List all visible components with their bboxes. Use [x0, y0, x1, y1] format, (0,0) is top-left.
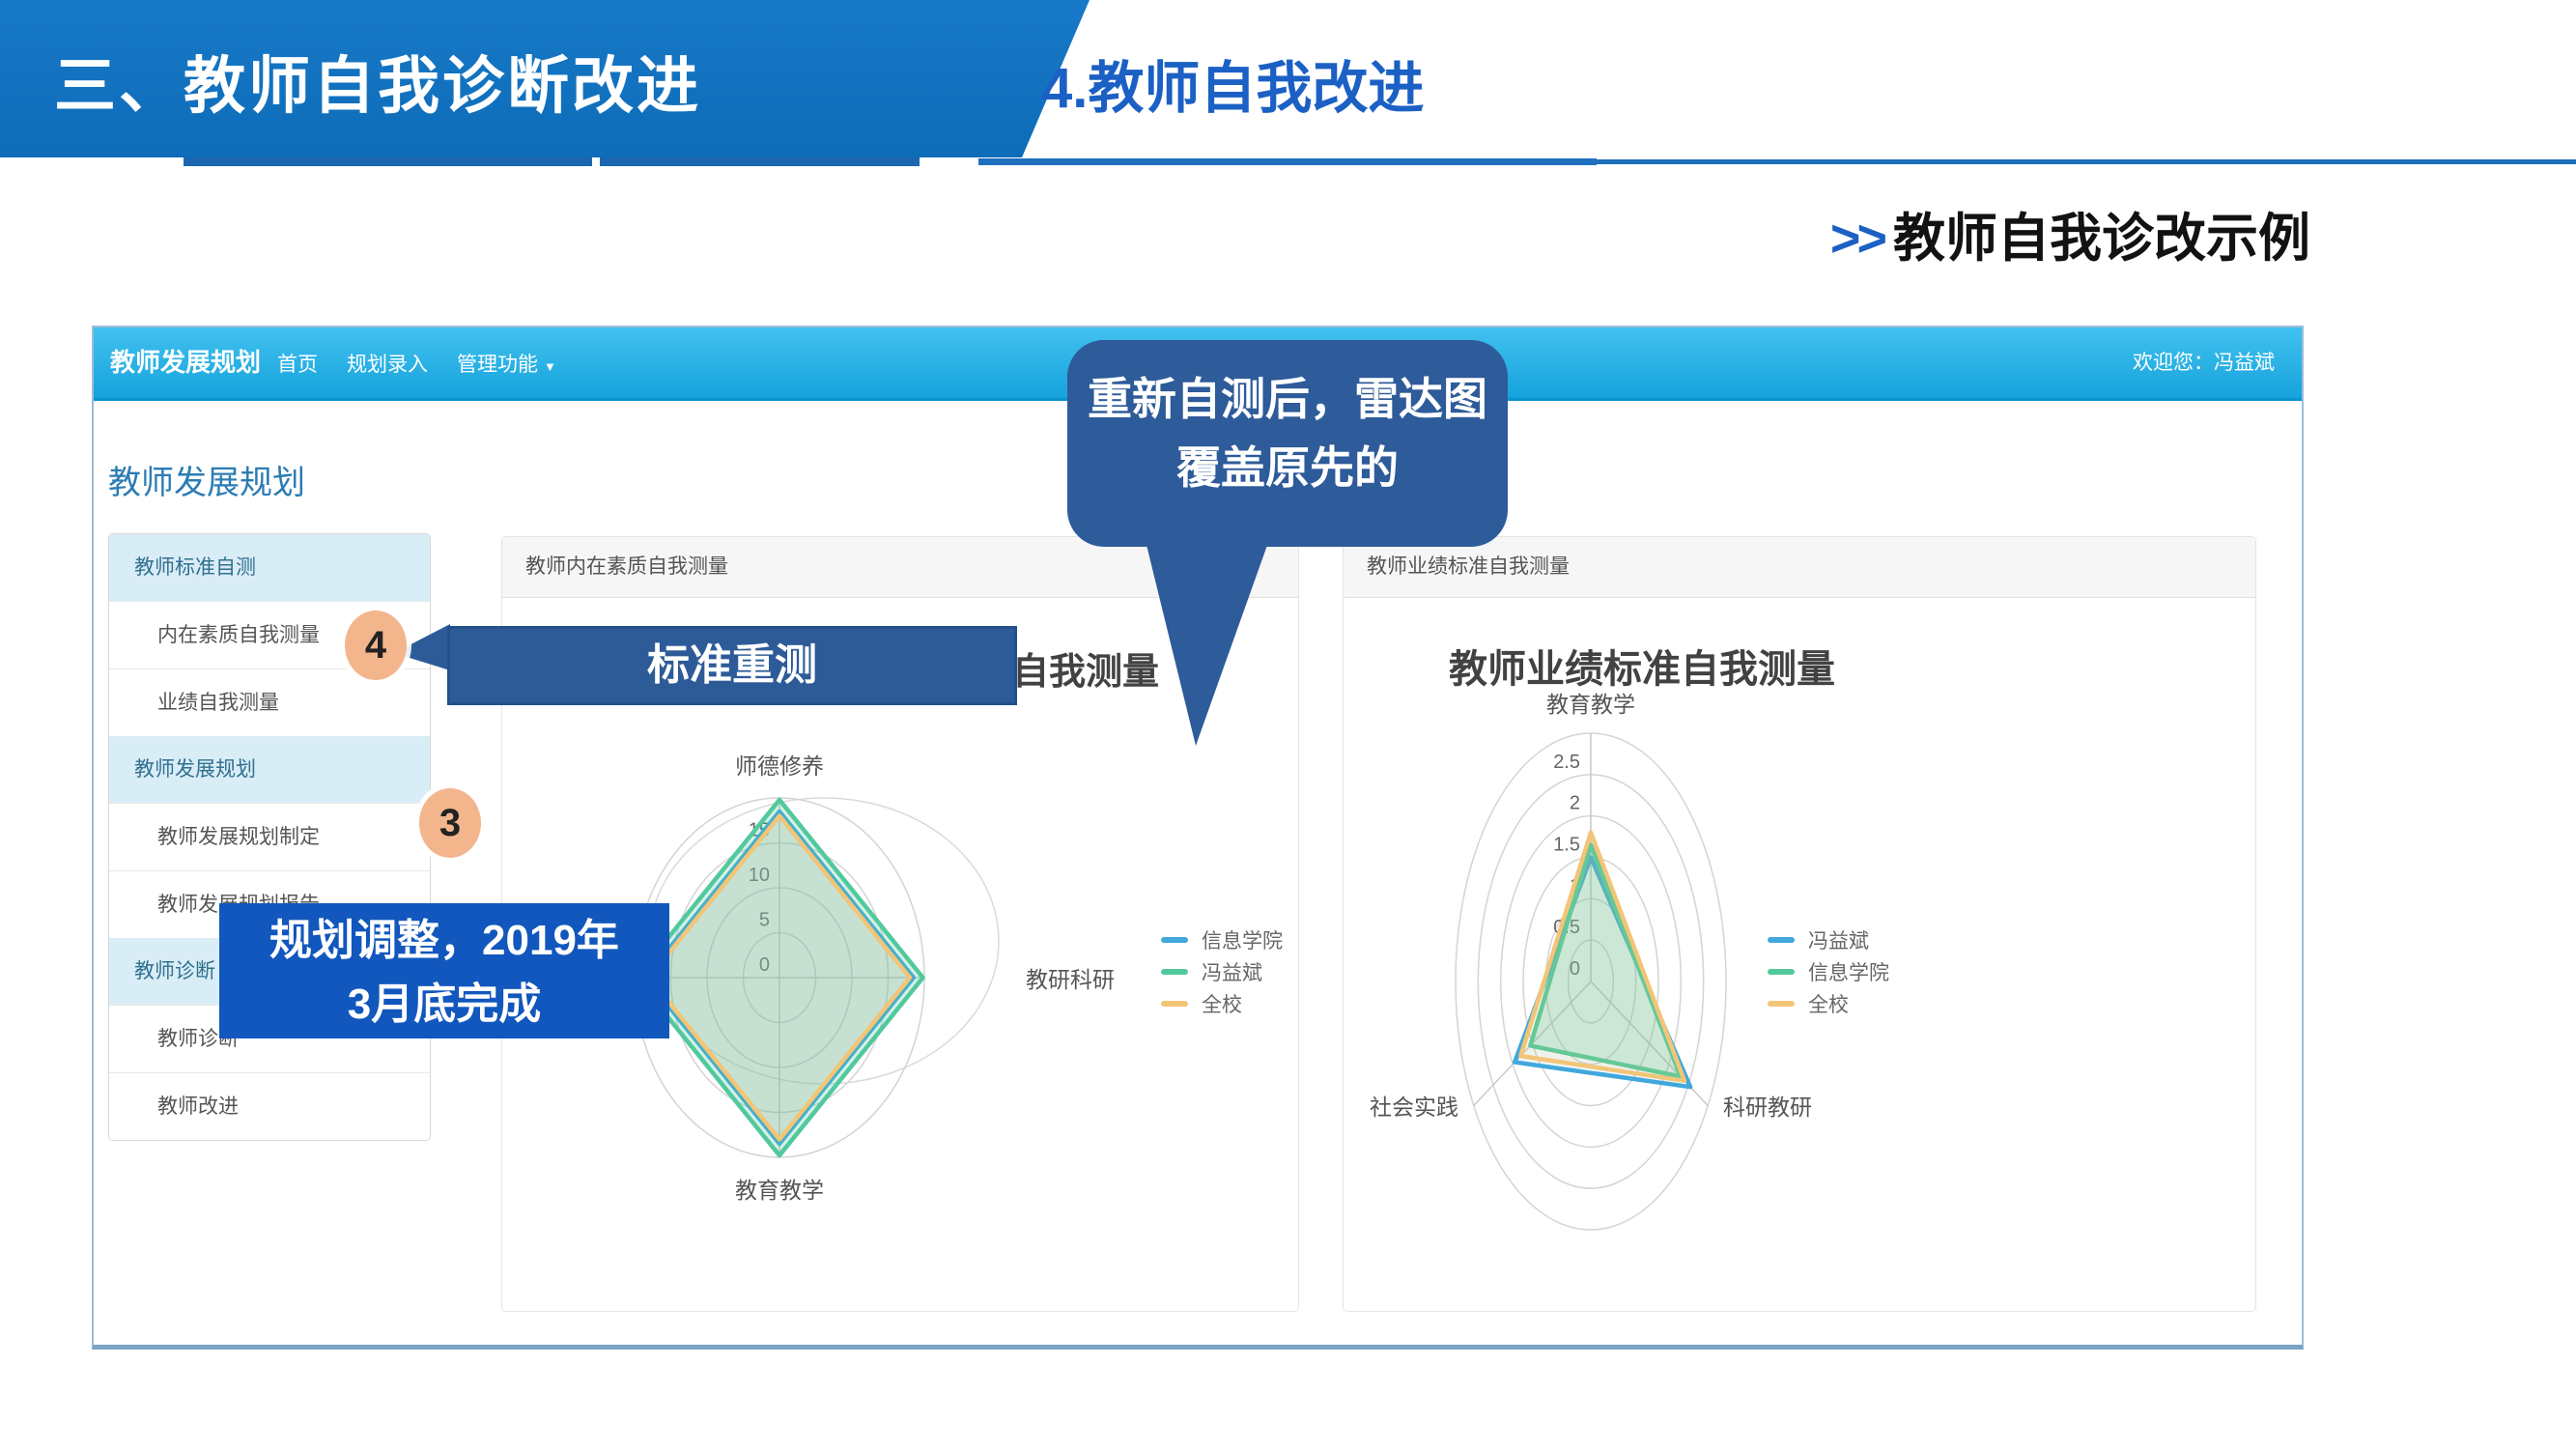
legend-performance: 冯益斌 信息学院 全校 — [1768, 924, 1889, 1019]
plan-adjust-label: 规划调整，2019年 3月底完成 — [219, 903, 669, 1038]
legend-item[interactable]: 冯益斌 — [1161, 955, 1283, 987]
subtitle-text: 教师自我诊改示例 — [1893, 210, 2310, 268]
legend-label: 冯益斌 — [1808, 929, 1869, 952]
legend-inner-quality: 信息学院 冯益斌 全校 — [1161, 924, 1283, 1019]
banner-underline-bar — [184, 157, 592, 166]
legend-label: 信息学院 — [1202, 929, 1283, 952]
sidebar-group-header[interactable]: 教师标准自测 — [109, 534, 430, 601]
section-divider-line — [1597, 159, 2576, 164]
legend-dash-icon — [1161, 968, 1188, 975]
step-marker-3: 3 — [419, 788, 481, 858]
legend-item[interactable]: 全校 — [1768, 987, 1889, 1019]
app-page-title: 教师发展规划 — [108, 465, 305, 501]
plan-line1: 规划调整，2019年 — [269, 917, 619, 964]
welcome-text: 欢迎您：冯益斌 — [2133, 352, 2275, 374]
panel-header: 教师业绩标准自我测量 — [1344, 537, 2255, 598]
legend-label: 全校 — [1808, 993, 1849, 1016]
section-divider-line — [978, 158, 1597, 165]
legend-item[interactable]: 信息学院 — [1768, 955, 1889, 987]
legend-item[interactable]: 信息学院 — [1161, 924, 1283, 955]
chevron-down-icon: ▼ — [544, 358, 556, 374]
legend-dash-icon — [1768, 968, 1795, 975]
sidebar-item[interactable]: 教师发展规划制定 — [109, 803, 430, 870]
retest-label: 标准重测 — [447, 626, 1017, 705]
nav-item[interactable]: 管理功能 ▼ — [457, 353, 556, 376]
legend-item[interactable]: 全校 — [1161, 987, 1283, 1019]
plan-line2: 3月底完成 — [347, 981, 542, 1028]
legend-dash-icon — [1768, 936, 1795, 943]
banner-title: 三、教师自我诊断改进 — [54, 51, 701, 121]
chart-title-performance: 教师业绩标准自我测量 — [1449, 648, 1835, 691]
legend-label: 信息学院 — [1808, 961, 1889, 984]
slide-subtitle: >> 教师自我诊改示例 — [1256, 195, 2310, 271]
legend-label: 全校 — [1202, 993, 1242, 1016]
banner-underline-bar — [600, 157, 920, 166]
sidebar-group-header[interactable]: 教师发展规划 — [109, 736, 430, 803]
navbar-brand[interactable]: 教师发展规划 — [110, 348, 262, 377]
nav-item[interactable]: 首页 — [277, 353, 318, 376]
slide-banner — [0, 0, 1090, 157]
callout-line2: 覆盖原先的 — [1176, 442, 1399, 494]
legend-dash-icon — [1161, 1000, 1188, 1007]
legend-label: 冯益斌 — [1202, 961, 1262, 984]
nav-item[interactable]: 规划录入 — [347, 353, 428, 376]
legend-item[interactable]: 冯益斌 — [1768, 924, 1889, 955]
legend-dash-icon — [1768, 1000, 1795, 1007]
callout-line1: 重新自测后，雷达图 — [1088, 374, 1487, 424]
chevron-right-icon: >> — [1829, 210, 1887, 268]
section-title: 4.教师自我改进 — [1041, 57, 1425, 120]
callout-bubble: 重新自测后，雷达图 覆盖原先的 — [1067, 340, 1508, 547]
navbar-menu: 首页 规划录入 管理功能 ▼ — [277, 327, 556, 398]
sidebar-item[interactable]: 教师改进 — [109, 1072, 430, 1140]
step-marker-4: 4 — [345, 611, 407, 680]
legend-dash-icon — [1161, 936, 1188, 943]
